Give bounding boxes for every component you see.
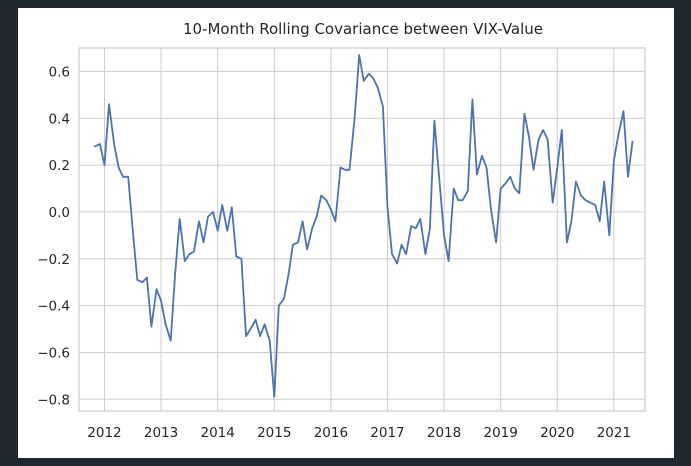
y-tick-label: 0.0 <box>49 205 70 221</box>
grid-lines <box>79 48 645 411</box>
y-tick-label: 0.4 <box>49 111 70 127</box>
y-tick-labels: 0.6 0.4 0.2 0.0 −0.2 −0.4 −0.6 −0.8 <box>37 64 70 408</box>
x-tick-label: 2012 <box>87 425 121 441</box>
y-tick-label: −0.4 <box>37 299 70 315</box>
x-tick-labels: 2012 2013 2014 2015 2016 2017 2018 2019 2020 2021 <box>87 425 631 441</box>
series-layer <box>93 54 634 398</box>
y-tick-label: 0.2 <box>49 158 70 174</box>
x-tick-label: 2019 <box>483 425 517 441</box>
line-chart: 10-Month Rolling Covariance between VIX-… <box>37 20 646 441</box>
y-tick-label: −0.6 <box>37 345 70 361</box>
x-tick-label: 2018 <box>427 425 461 441</box>
chart-title: 10-Month Rolling Covariance between VIX-… <box>183 20 543 38</box>
x-tick-label: 2013 <box>144 425 178 441</box>
y-tick-label: 0.6 <box>49 64 70 80</box>
chart-figure: 10-Month Rolling Covariance between VIX-… <box>18 8 674 458</box>
series-line <box>93 54 634 398</box>
plot-frame <box>78 47 646 412</box>
x-tick-label: 2016 <box>314 425 348 441</box>
x-tick-label: 2021 <box>597 425 631 441</box>
y-tick-label: −0.2 <box>37 252 70 268</box>
x-tick-label: 2015 <box>257 425 291 441</box>
x-tick-label: 2020 <box>540 425 574 441</box>
x-tick-label: 2014 <box>200 425 234 441</box>
x-tick-label: 2017 <box>370 425 404 441</box>
y-tick-label: −0.8 <box>37 392 70 408</box>
